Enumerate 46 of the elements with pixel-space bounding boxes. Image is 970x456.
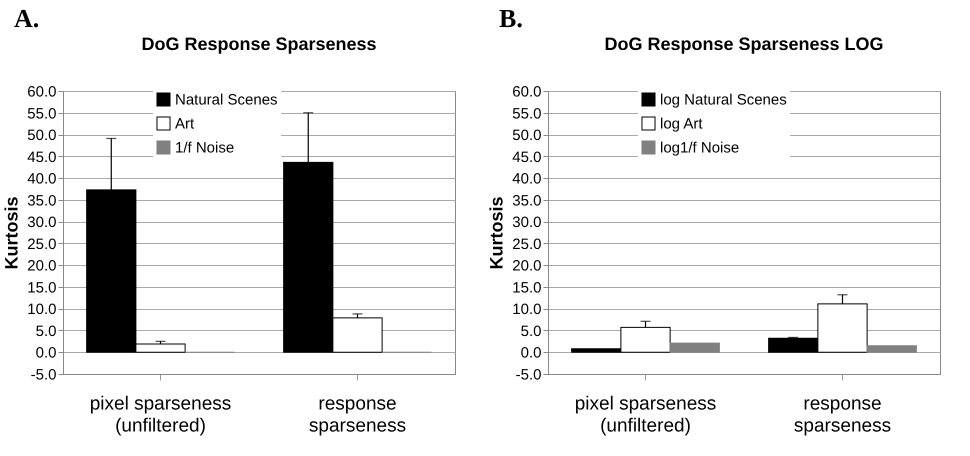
legend-label: Natural Scenes: [175, 92, 278, 108]
y-tick-label: 55.0: [512, 105, 542, 122]
y-tick-label: 15.0: [512, 279, 542, 296]
y-tick-label: 15.0: [27, 279, 56, 296]
bar: [866, 345, 917, 353]
legend-label: log Natural Scenes: [660, 92, 787, 108]
y-tick-label: 0.0: [36, 344, 56, 362]
chart-title: DoG Response Sparseness: [141, 34, 377, 54]
y-tick-label: 55.0: [27, 105, 56, 122]
y-tick-label: 25.0: [512, 236, 542, 253]
y-axis-title: Kurtosis: [1, 196, 22, 270]
legend-label: log1/f Noise: [660, 140, 740, 156]
y-tick-label: 40.0: [512, 170, 542, 188]
y-tick-label: 45.0: [512, 148, 542, 166]
y-tick-label: 60.0: [27, 84, 56, 100]
chart-title: DoG Response Sparseness LOG: [604, 34, 884, 54]
x-tick-label: response sparseness: [308, 394, 406, 436]
y-tick-label: 25.0: [27, 236, 56, 253]
bar: [670, 342, 720, 353]
x-tick-label: pixel sparseness (unfiltered): [90, 394, 232, 436]
y-tick-label: 0.0: [520, 344, 542, 362]
text: A.: [14, 4, 40, 34]
y-tick-label: 45.0: [27, 148, 56, 166]
y-tick-label: 50.0: [27, 127, 56, 144]
y-tick-label: 35.0: [27, 192, 56, 210]
y-axis-title: Kurtosis: [486, 196, 506, 270]
legend-label: log Art: [660, 116, 704, 132]
text: B.: [499, 4, 523, 34]
y-tick-label: 50.0: [512, 127, 542, 144]
y-tick-label: -5.0: [516, 366, 542, 384]
y-tick-label: 5.0: [36, 322, 56, 340]
y-tick-label: -5.0: [30, 366, 56, 384]
y-tick-label: 20.0: [27, 258, 56, 275]
y-tick-label: 60.0: [512, 84, 542, 100]
y-tick-label: 30.0: [27, 214, 56, 232]
x-tick-label: response sparseness: [794, 394, 892, 436]
y-tick-label: 40.0: [27, 170, 56, 188]
y-tick-label: 30.0: [512, 214, 542, 232]
y-tick-label: 10.0: [27, 301, 56, 318]
x-tick-label: pixel sparseness (unfiltered): [574, 394, 716, 436]
y-tick-label: 10.0: [512, 301, 542, 318]
y-tick-label: 20.0: [512, 258, 542, 275]
legend-label: 1/f Noise: [175, 140, 234, 156]
y-tick-label: 35.0: [512, 192, 542, 210]
legend-label: Art: [175, 116, 195, 132]
y-tick-label: 5.0: [520, 322, 542, 340]
